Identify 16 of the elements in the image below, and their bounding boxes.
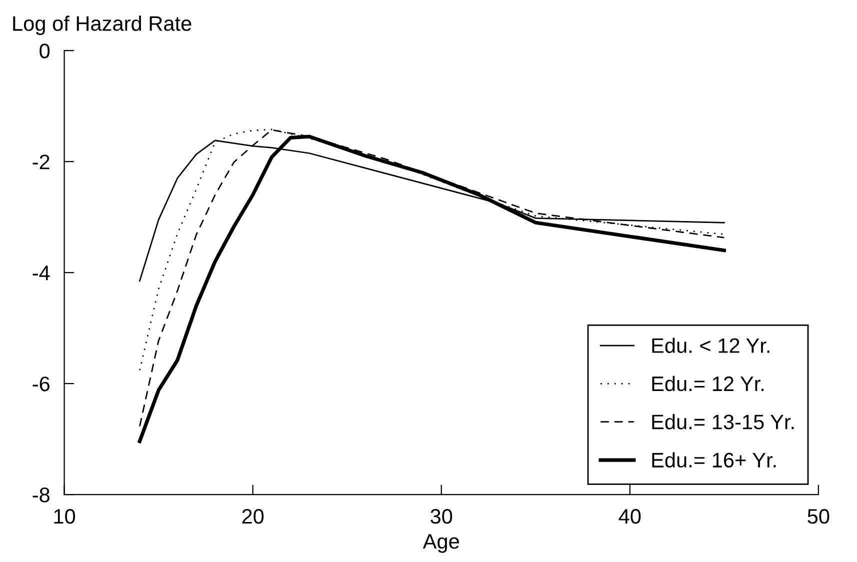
x-tick-label: 10: [54, 509, 76, 524]
y-tick-label: -6: [32, 376, 50, 392]
x-tick-label: 40: [618, 509, 641, 524]
legend-label: Edu.= 13-15 Yr.: [652, 414, 794, 430]
x-tick-label: 30: [430, 509, 452, 524]
legend-label: Edu.= 12 Yr.: [652, 376, 764, 392]
x-tick-label: 50: [808, 509, 830, 524]
y-tick-label: -2: [32, 154, 50, 170]
y-tick-label: -8: [32, 488, 50, 502]
legend-label: Edu. < 12 Yr.: [652, 338, 770, 354]
y-tick-label: -4: [32, 266, 50, 280]
y-axis-title: Log of Hazard Rate: [13, 16, 192, 36]
x-tick-label: 20: [242, 509, 264, 524]
legend-label: Edu.= 16+ Yr.: [652, 452, 776, 468]
y-tick-label: 0: [40, 44, 50, 58]
x-axis-title: Age: [422, 534, 459, 553]
